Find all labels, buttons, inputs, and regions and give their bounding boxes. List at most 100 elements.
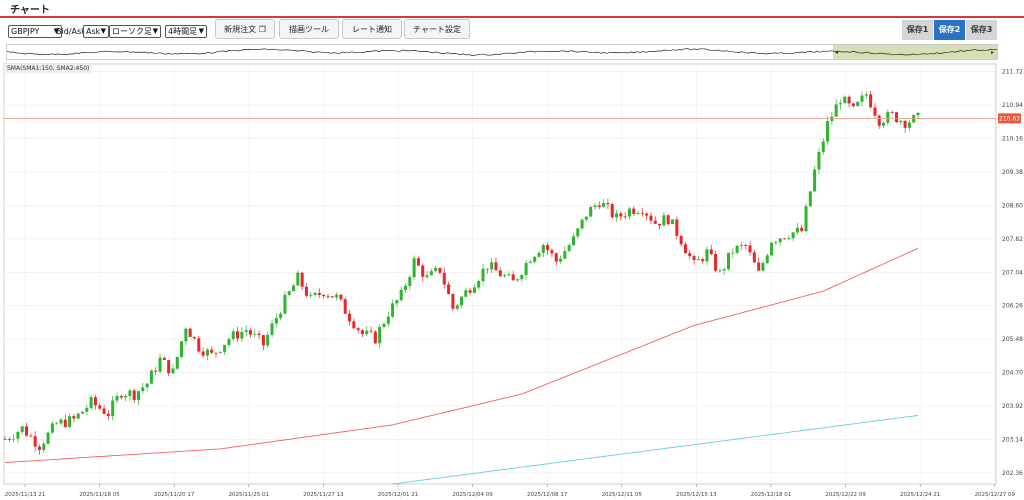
candle (360, 328, 364, 338)
candle (373, 330, 377, 344)
chevron-down-icon: ▼ (198, 27, 204, 35)
time-tick-label: 2025/12/18 01 (751, 492, 791, 498)
chart-type-select[interactable]: ローソク足 ▼ (109, 25, 161, 38)
navigator-left-handle[interactable]: ◂ (835, 49, 838, 56)
navigator-right-handle[interactable]: ▸ (991, 49, 994, 56)
candle (136, 390, 141, 406)
candle (615, 209, 619, 222)
candle (498, 267, 502, 277)
candle (309, 291, 313, 298)
candle (248, 327, 252, 339)
candle (63, 414, 67, 429)
candle (438, 267, 442, 275)
navigator-overview: ◂ ▸ (7, 45, 997, 59)
candle (192, 336, 196, 341)
candle (718, 268, 722, 273)
candle (770, 241, 774, 257)
chart-grid (3, 63, 997, 485)
candle (528, 259, 532, 264)
candle (826, 116, 830, 146)
candle (765, 253, 769, 265)
chart-navigator[interactable]: ◂ ▸ (6, 44, 998, 60)
candle (33, 431, 37, 452)
candle (227, 337, 231, 348)
rate-alert-button[interactable]: レート通知 (342, 19, 402, 39)
candle (559, 255, 563, 264)
candle (12, 434, 16, 443)
candle (270, 319, 274, 338)
candle (399, 286, 403, 302)
sma1-line (4, 247, 919, 464)
candle (752, 249, 756, 263)
candle (386, 311, 390, 328)
candle (442, 267, 446, 289)
candle (214, 352, 218, 358)
candle (348, 310, 352, 326)
candle (688, 249, 692, 260)
candle (253, 329, 257, 338)
time-tick-label: 2025/11/20 17 (154, 492, 195, 498)
candle (610, 202, 614, 220)
candle (378, 324, 382, 349)
candle (455, 303, 459, 312)
save-slot-1-button[interactable]: 保存1 (902, 20, 933, 40)
chevron-down-icon: ▼ (53, 27, 59, 35)
time-tick-label: 2025/12/15 13 (676, 492, 717, 498)
candle (550, 248, 554, 258)
candle (864, 91, 868, 100)
time-tick-label: 2025/12/24 21 (900, 492, 940, 498)
candle (658, 223, 662, 230)
candle (576, 227, 580, 239)
timeframe-select[interactable]: 4時間足 ▼ (165, 25, 207, 38)
price-tick-label: 202.36 (1002, 470, 1023, 477)
candle (395, 299, 399, 308)
price-chart[interactable]: 202.36 203.14 203.92 204.70 205.48 206.26 207.… (0, 62, 1024, 500)
symbol-select[interactable]: GBPJPY ▼ (8, 25, 62, 38)
candle (597, 201, 601, 210)
candle (873, 103, 877, 119)
navigator-price-line (7, 48, 997, 56)
candle (106, 409, 110, 421)
price-side-select[interactable]: Ask ▼ (83, 25, 109, 38)
new-order-button[interactable]: 新規注文 ❐ (215, 19, 275, 39)
candle (821, 138, 825, 155)
candle (416, 256, 420, 266)
candle (37, 444, 41, 455)
save-slot-2-button[interactable]: 保存2 (934, 20, 965, 40)
candle (847, 95, 851, 107)
price-tick-label: 210.94 (1002, 102, 1023, 109)
chart-settings-button[interactable]: チャート設定 (404, 19, 470, 39)
candle (774, 240, 778, 246)
drawing-tools-button[interactable]: 描画ツール (279, 19, 339, 39)
candle (287, 290, 291, 296)
price-axis: 202.36 203.14 203.92 204.70 205.48 206.26 207.… (4, 69, 1023, 477)
time-tick-label: 2025/12/08 17 (527, 492, 568, 498)
candle (623, 212, 627, 220)
candle (72, 414, 76, 423)
candle (804, 203, 808, 233)
candle (201, 347, 205, 358)
save-slot-3-button[interactable]: 保存3 (966, 20, 997, 40)
candle (714, 250, 718, 273)
candle (205, 347, 209, 361)
candle (619, 211, 623, 221)
candle (782, 238, 787, 240)
price-tick-label: 211.72 (1002, 69, 1023, 76)
price-tick-label: 210.16 (1002, 136, 1023, 143)
price-tick-label: 208.60 (1002, 202, 1023, 209)
candle (223, 344, 227, 355)
time-tick-label: 2025/12/22 09 (825, 492, 866, 498)
candle (429, 268, 433, 276)
candle (218, 351, 222, 354)
candle (640, 208, 644, 217)
candle (490, 257, 494, 274)
candle (856, 101, 860, 107)
candle (739, 242, 743, 251)
navigator-window[interactable] (833, 45, 997, 59)
candle (503, 273, 507, 278)
candle (369, 326, 373, 334)
price-tick-label: 203.14 (1002, 436, 1023, 443)
candle (93, 394, 97, 410)
candle (649, 211, 653, 224)
candle (653, 216, 657, 225)
